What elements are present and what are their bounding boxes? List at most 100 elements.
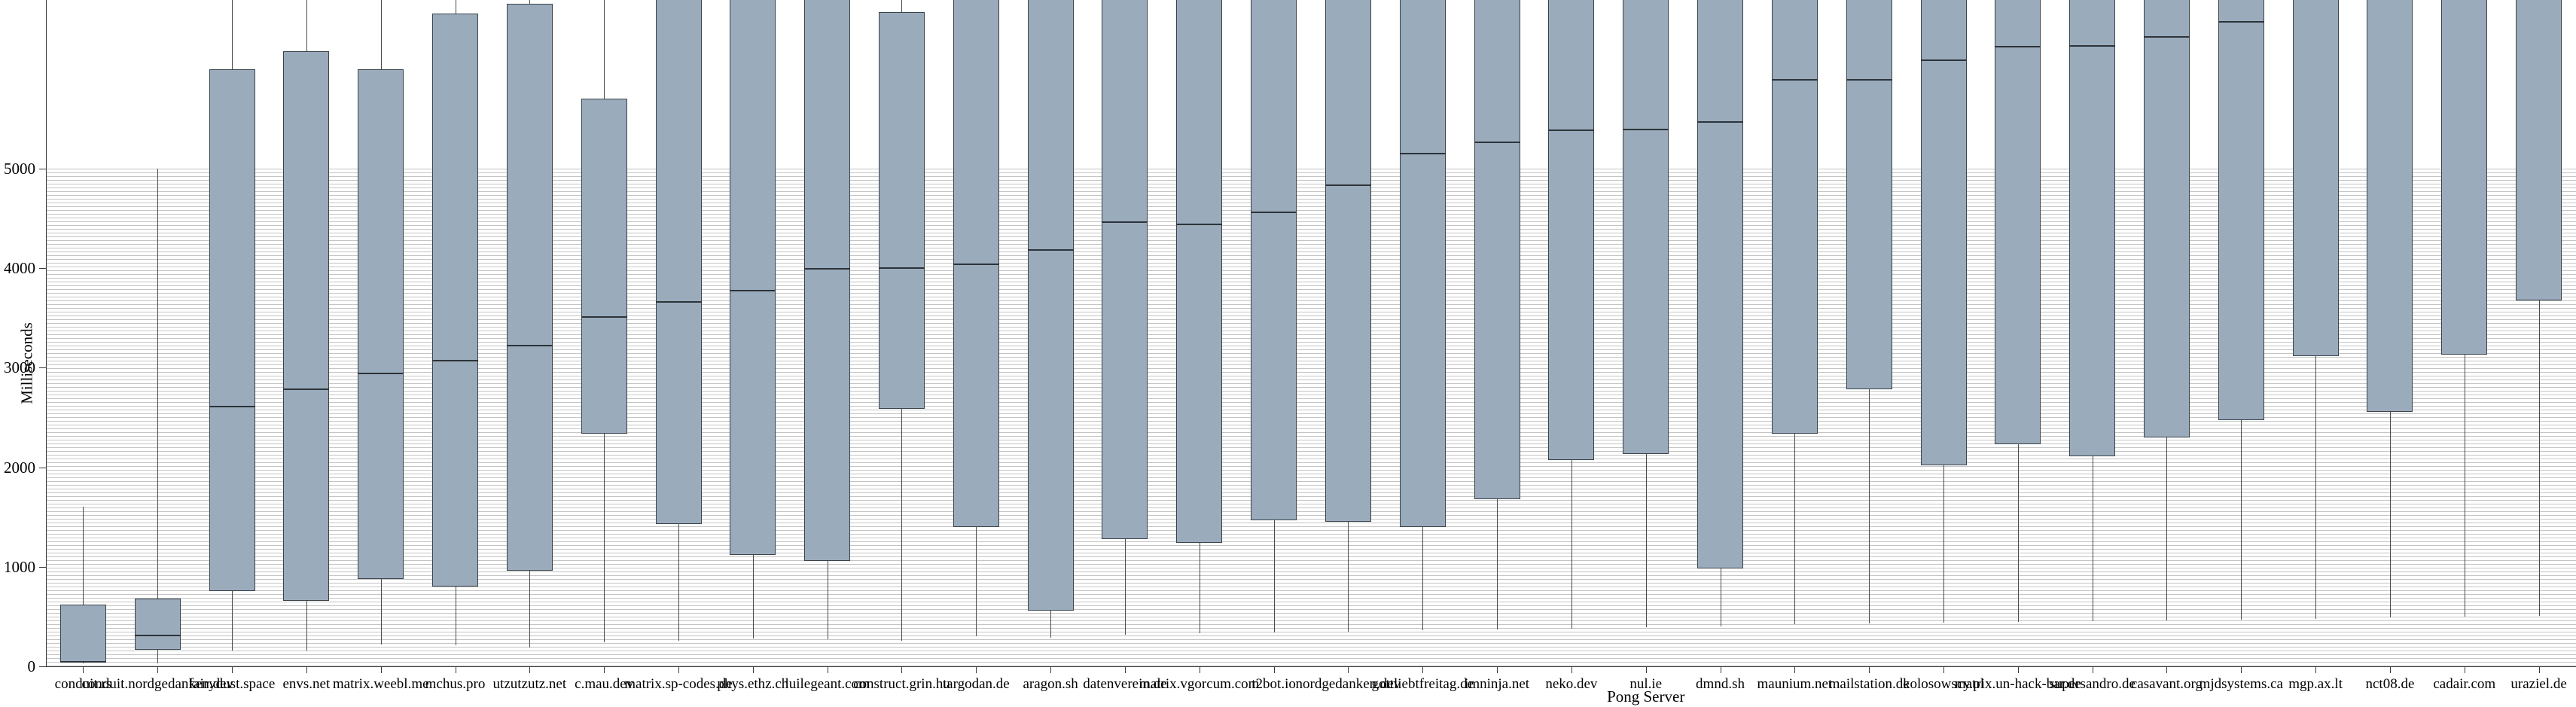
y-axis-tick-label: 3000 xyxy=(4,358,35,377)
x-axis-tick xyxy=(157,666,158,673)
median-line xyxy=(1548,130,1594,132)
y-axis-title: Milliseconds xyxy=(17,322,36,404)
x-axis-tick-label: phys.ethz.ch xyxy=(717,676,789,692)
whisker-lower xyxy=(1794,433,1795,625)
box-matrix.sp-codes.de[interactable] xyxy=(656,0,702,524)
whisker-lower xyxy=(157,649,158,664)
x-axis-tick-label: kolosowscy.pl xyxy=(1902,676,1985,692)
median-line xyxy=(135,634,181,636)
box-imninja.net[interactable] xyxy=(1474,0,1520,499)
box-utzutzutz.net[interactable] xyxy=(507,3,553,571)
median-line xyxy=(1325,184,1371,187)
whisker-lower xyxy=(2390,411,2391,618)
whisker-upper xyxy=(306,0,307,51)
x-axis-tick-label: luilegeant.com xyxy=(785,676,870,692)
box-construct.grin.hu[interactable] xyxy=(879,12,925,409)
x-axis-tick-label: nct08.de xyxy=(2365,676,2415,692)
x-axis-tick-label: envs.net xyxy=(282,676,331,692)
whisker-lower xyxy=(2315,355,2316,619)
box-datenverein.de[interactable] xyxy=(1102,0,1148,539)
y-axis-tick xyxy=(39,367,47,369)
box-neko.dev[interactable] xyxy=(1548,0,1594,461)
x-axis-tick xyxy=(2018,666,2019,673)
median-line xyxy=(804,268,850,270)
x-axis-tick-label: mailstation.de xyxy=(1828,676,1910,692)
box-maunium.net[interactable] xyxy=(1772,0,1818,434)
x-axis-tick-label: matrix.weebl.me xyxy=(332,676,429,692)
median-line xyxy=(432,359,478,361)
box-aragon.sh[interactable] xyxy=(1028,0,1074,611)
whisker-lower xyxy=(1943,465,1944,623)
x-axis-tick xyxy=(678,666,679,673)
median-line xyxy=(1995,46,2041,48)
box-nct08.de[interactable] xyxy=(2367,0,2413,412)
median-line xyxy=(1102,221,1148,224)
box-casavant.org[interactable] xyxy=(2144,0,2190,437)
box-envs.net[interactable] xyxy=(283,51,329,601)
y-axis-tick-label: 2000 xyxy=(4,458,35,477)
median-line xyxy=(1772,79,1818,81)
box-nordgedanken.dev[interactable] xyxy=(1325,0,1371,523)
median-line xyxy=(953,263,999,265)
box-luilegeant.com[interactable] xyxy=(804,0,850,561)
x-axis-tick-label: casavant.org xyxy=(2130,676,2203,692)
box-mjdsystems.ca[interactable] xyxy=(2218,0,2264,421)
whisker-lower xyxy=(1497,498,1498,630)
y-axis-tick-label: 5000 xyxy=(4,160,35,178)
box-matrix.weebl.me[interactable] xyxy=(358,69,404,579)
x-axis-tick xyxy=(83,666,84,673)
whisker-lower xyxy=(2241,420,2242,620)
box-conduit.rs[interactable] xyxy=(60,605,106,663)
x-axis-tick xyxy=(1125,666,1126,673)
whisker-lower xyxy=(1050,610,1051,638)
box-uraziel.de[interactable] xyxy=(2516,0,2562,300)
x-axis-tick xyxy=(1497,666,1498,673)
box-phys.ethz.ch[interactable] xyxy=(730,0,776,555)
x-axis-tick-label: aragon.sh xyxy=(1023,676,1078,692)
whisker-lower xyxy=(2166,437,2167,621)
x-axis-line xyxy=(46,666,2576,667)
median-line xyxy=(507,344,553,346)
x-axis-tick xyxy=(381,666,382,673)
box-matrix.un-hack-bar.de[interactable] xyxy=(1995,0,2041,445)
x-axis-tick-label: mchus.pro xyxy=(425,676,486,692)
box-dmnd.sh[interactable] xyxy=(1697,0,1743,569)
box-t2bot.io[interactable] xyxy=(1251,0,1297,520)
x-axis-tick-label: nordgedanken.dev xyxy=(1295,676,1401,692)
x-axis-tick-label: t2bot.io xyxy=(1251,676,1296,692)
median-line xyxy=(1400,152,1446,154)
box-gottliebtfreitag.de[interactable] xyxy=(1400,0,1446,527)
box-nul.ie[interactable] xyxy=(1623,0,1669,455)
median-line xyxy=(1623,129,1669,131)
box-mchus.pro[interactable] xyxy=(432,13,478,587)
median-line xyxy=(1697,120,1743,123)
median-line xyxy=(2218,21,2264,23)
whisker-lower xyxy=(381,578,382,645)
x-axis-tick xyxy=(1943,666,1944,673)
median-line xyxy=(2069,45,2115,47)
box-supersandro.de[interactable] xyxy=(2069,0,2115,457)
box-conduit.nordgedanken.dev[interactable] xyxy=(135,599,181,650)
median-line xyxy=(1846,79,1892,81)
whisker-lower xyxy=(678,523,679,641)
x-axis-tick xyxy=(753,666,754,673)
y-axis-tick xyxy=(39,268,47,270)
y-axis-line xyxy=(46,0,47,666)
median-line xyxy=(1251,211,1297,213)
x-axis-tick xyxy=(1869,666,1870,673)
x-axis-tick-label: dmnd.sh xyxy=(1696,676,1745,692)
box-cadair.com[interactable] xyxy=(2441,0,2487,355)
whisker-upper xyxy=(381,0,382,69)
box-fairydust.space[interactable] xyxy=(209,69,255,591)
y-axis-tick xyxy=(39,666,47,667)
box-mailstation.de[interactable] xyxy=(1846,0,1892,390)
whisker-upper xyxy=(901,0,902,13)
x-axis-tick-label: construct.grin.hu xyxy=(853,676,950,692)
box-kolosowscy.pl[interactable] xyxy=(1921,0,1967,465)
box-mgp.ax.lt[interactable] xyxy=(2293,0,2339,356)
box-c.mau.dev[interactable] xyxy=(581,99,627,434)
box-matrix.vgorcum.com[interactable] xyxy=(1176,0,1222,544)
x-axis-tick xyxy=(1794,666,1795,673)
